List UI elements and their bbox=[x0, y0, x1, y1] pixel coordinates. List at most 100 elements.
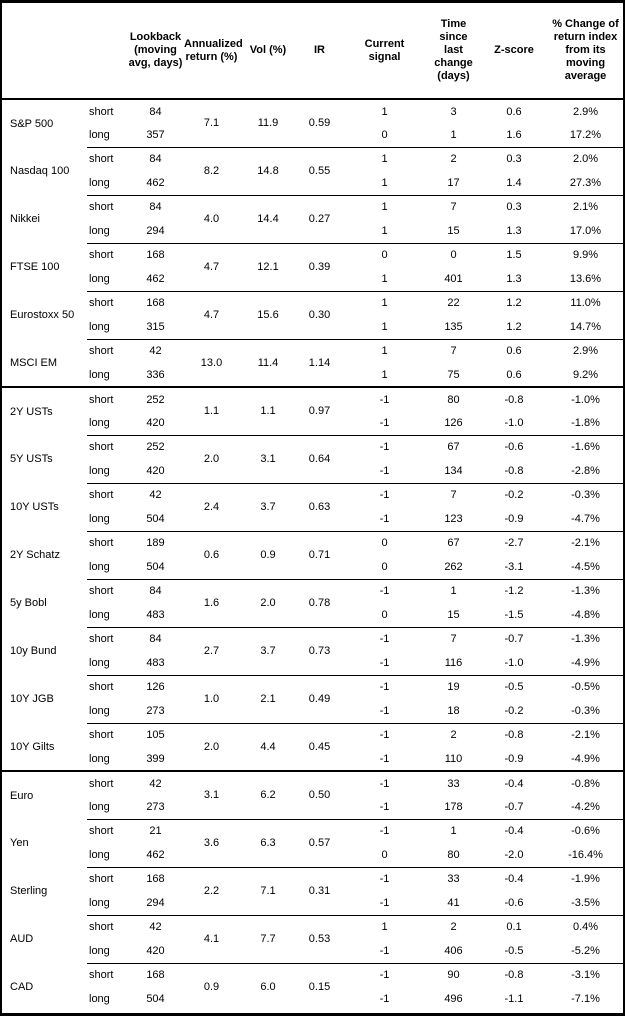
asset-name: 5y Bobl bbox=[10, 597, 47, 609]
zscore-value: 1.3 bbox=[506, 224, 522, 237]
pct-change-value: -4.9% bbox=[571, 752, 600, 765]
lookback-value: 420 bbox=[146, 944, 165, 957]
signal-value: 0 bbox=[381, 128, 388, 141]
zscore-value: -1.1 bbox=[504, 993, 524, 1005]
ir-value: 1.14 bbox=[297, 338, 342, 387]
asset-name: Nasdaq 100 bbox=[10, 165, 70, 177]
ir-value: 0.15 bbox=[297, 962, 342, 1011]
lookback-value: 126 bbox=[127, 674, 184, 699]
pct-change-value: -4.9% bbox=[571, 656, 600, 669]
annualized-return-value: 3.6 bbox=[184, 818, 239, 867]
time-since-value: 116 bbox=[444, 656, 463, 669]
asset-row-short: FTSE 100 short 168 4.7 12.1 0.39 0 0 1.5 9.9% bbox=[2, 242, 623, 291]
lookback-value: 420 bbox=[146, 416, 165, 429]
asset-row-long: long 357 0 1 1.6 17.2% bbox=[2, 123, 623, 147]
pct-change-value: -1.9% bbox=[548, 866, 623, 891]
lookback-value: 504 bbox=[146, 512, 165, 525]
vol-value: 6.2 bbox=[239, 770, 297, 819]
lookback-value: 168 bbox=[127, 866, 184, 891]
asset-row-long: long 273 -1 178 -0.7 -4.2% bbox=[2, 795, 623, 819]
vol-value: 14.4 bbox=[239, 194, 297, 243]
asset-name: CAD bbox=[10, 981, 34, 993]
annualized-return-value: 4.7 bbox=[184, 242, 239, 291]
lookback-value: 168 bbox=[127, 290, 184, 315]
pct-change-value: -0.3% bbox=[548, 482, 623, 507]
zscore-value: -0.6 bbox=[504, 896, 524, 909]
time-since-value: 90 bbox=[427, 962, 480, 987]
period-label-short: short bbox=[87, 962, 127, 987]
vol-value: 11.9 bbox=[257, 117, 279, 130]
vol-value: 14.8 bbox=[239, 146, 297, 195]
zscore-value: -0.9 bbox=[504, 512, 524, 525]
pct-change-value: -1.0% bbox=[548, 386, 623, 411]
lookback-value: 483 bbox=[146, 608, 165, 621]
zscore-value: -0.4 bbox=[480, 818, 548, 843]
lookback-value: 357 bbox=[146, 128, 165, 141]
zscore-value: 0.6 bbox=[506, 105, 522, 118]
signal-value: -1 bbox=[379, 896, 390, 909]
pct-change-value: 27.3% bbox=[569, 176, 602, 189]
zscore-value: -0.7 bbox=[504, 800, 524, 813]
period-label-long: long bbox=[89, 464, 110, 477]
asset-name: AUD bbox=[10, 933, 34, 945]
period-label-short: short bbox=[87, 722, 127, 747]
annualized-return-value: 3.1 bbox=[184, 770, 239, 819]
lookback-value: 483 bbox=[146, 656, 165, 669]
ir-value: 0.27 bbox=[297, 194, 342, 243]
pct-change-value: 2.0% bbox=[548, 146, 623, 171]
asset-row-long: long 420 -1 406 -0.5 -5.2% bbox=[2, 939, 623, 963]
period-label-long: long bbox=[89, 752, 110, 765]
col-header-ir: IR bbox=[297, 3, 342, 100]
lookback-value: 462 bbox=[146, 272, 165, 285]
zscore-value: 1.2 bbox=[480, 290, 548, 315]
annualized-return-value: 0.6 bbox=[184, 530, 239, 579]
lookback-value: 273 bbox=[146, 704, 165, 717]
ir-value: 0.97 bbox=[297, 386, 342, 435]
signal-value: -1 bbox=[379, 512, 390, 525]
period-label-short: short bbox=[87, 770, 127, 795]
period-label-long: long bbox=[89, 560, 110, 573]
zscore-value: 1.2 bbox=[506, 320, 522, 333]
signal-value: -1 bbox=[342, 770, 427, 795]
annualized-return-value: 13.0 bbox=[184, 338, 239, 387]
lookback-value: 294 bbox=[146, 224, 165, 237]
asset-row-short: S&P 500 short 84 7.1 11.9 0.59 1 3 0.6 2.9% bbox=[2, 99, 623, 130]
lookback-value: 21 bbox=[127, 818, 184, 843]
lookback-value: 168 bbox=[127, 962, 184, 987]
time-since-value: 18 bbox=[447, 704, 460, 717]
zscore-value: 0.6 bbox=[506, 368, 522, 381]
signal-value: 1 bbox=[342, 338, 427, 363]
pct-change-value: 17.2% bbox=[569, 128, 602, 141]
vol-value: 7.1 bbox=[239, 866, 297, 915]
time-since-value: 2 bbox=[427, 722, 480, 747]
period-label-short: short bbox=[87, 290, 127, 315]
pct-change-value: 9.2% bbox=[572, 368, 599, 381]
zscore-value: -0.2 bbox=[504, 704, 524, 717]
lookback-value: 84 bbox=[127, 146, 184, 171]
zscore-value: -0.7 bbox=[480, 626, 548, 651]
pct-change-value: -2.1% bbox=[548, 722, 623, 747]
asset-name: Sterling bbox=[10, 885, 48, 897]
signal-value: -1 bbox=[342, 962, 427, 987]
zscore-value: -1.0 bbox=[504, 416, 524, 429]
pct-change-value: 0.4% bbox=[548, 914, 623, 939]
signal-value: 1 bbox=[342, 146, 427, 171]
asset-row-short: 10Y JGB short 126 1.0 2.1 0.49 -1 19 -0.5 -0.5% bbox=[2, 674, 623, 723]
period-label-short: short bbox=[87, 530, 127, 555]
asset-row-long: long 504 0 262 -3.1 -4.5% bbox=[2, 555, 623, 579]
time-since-value: 80 bbox=[427, 386, 480, 411]
pct-change-value: -4.8% bbox=[571, 608, 600, 621]
table-body: S&P 500 short 84 7.1 11.9 0.59 1 3 0.6 2.9% long 35… bbox=[2, 99, 623, 1011]
asset-name: 2Y USTs bbox=[2, 386, 87, 435]
signal-value: -1 bbox=[342, 482, 427, 507]
lookback-value: 252 bbox=[127, 434, 184, 459]
period-label-short: short bbox=[87, 818, 127, 843]
signal-value: -1 bbox=[379, 464, 390, 477]
col-header-zscore: Z-score bbox=[480, 3, 548, 100]
time-since-value: 33 bbox=[427, 770, 480, 795]
col-header-annualized-return: Annualized return (%) bbox=[184, 3, 243, 100]
time-since-value: 123 bbox=[444, 512, 463, 525]
pct-change-value: 17.0% bbox=[569, 224, 602, 237]
signal-value: 1 bbox=[381, 176, 388, 189]
time-since-value: 110 bbox=[444, 752, 463, 765]
